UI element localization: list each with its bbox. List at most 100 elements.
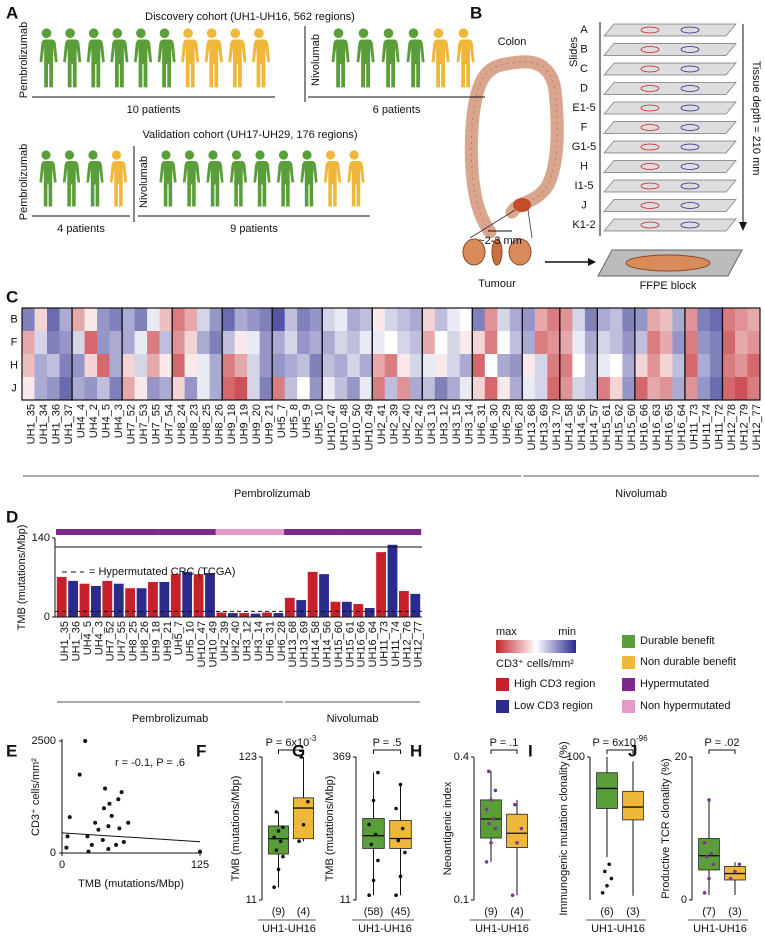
heatmap-cell [522, 331, 536, 355]
legend-swatch [622, 635, 635, 648]
column-label: UH1_37 [63, 404, 75, 444]
panel-letter: A [6, 3, 18, 22]
heatmap-cell [334, 354, 348, 378]
heatmap-cell [122, 331, 135, 355]
heatmap-cell [172, 308, 185, 332]
bar [216, 612, 227, 617]
heatmap-cell [584, 308, 598, 332]
patient-figure [181, 28, 200, 88]
column-label: UH2_39 [388, 404, 400, 444]
point [272, 885, 276, 890]
column-label: UH4_5 [101, 404, 113, 438]
heatmap-cell [247, 377, 260, 401]
heatmap-cell [484, 308, 498, 332]
column-label: UH7_53 [138, 404, 150, 444]
y-axis-label: TMB (mutations/Mbp) [324, 776, 336, 882]
heatmap-cell [422, 354, 436, 378]
x-tick-label: UH1_36 [71, 621, 83, 661]
drug-label: Pembrolizumab [18, 22, 30, 98]
legend-swatch [622, 656, 635, 669]
tumour-label: Tumour [478, 278, 516, 290]
figure-body [253, 161, 271, 207]
heatmap-cell [134, 354, 148, 378]
bar [410, 593, 421, 617]
heatmap-cell [659, 354, 673, 378]
point [371, 878, 376, 883]
heatmap-cell [234, 331, 248, 355]
scale-min: min [558, 626, 576, 638]
heatmap-cell [434, 377, 448, 401]
heatmap-cell [172, 377, 185, 401]
heatmap-cell [247, 331, 260, 355]
slide-region [640, 202, 660, 209]
heatmap-cell [584, 377, 598, 401]
column-label: UH12_78 [726, 404, 738, 450]
heatmap-cell [184, 331, 198, 355]
heatmap-cell [297, 354, 310, 378]
hypermutation-bar [375, 529, 387, 535]
point [121, 840, 126, 845]
heatmap-cell [484, 354, 498, 378]
drug-label: Nivolumab [138, 156, 150, 208]
x-tick-label: UH2_40 [230, 621, 242, 661]
heatmap-cell [272, 331, 285, 355]
legend-swatch [622, 700, 635, 713]
n-label: (45) [391, 906, 411, 918]
slide-region [680, 26, 700, 34]
column-label: UH7_52 [126, 404, 138, 444]
x-axis-label: UH1-UH16 [358, 923, 412, 935]
heatmap-cell [209, 377, 223, 401]
point [403, 850, 407, 855]
p-bracket [606, 749, 634, 754]
heatmap-cell [122, 377, 135, 401]
bar [353, 604, 364, 617]
point [278, 839, 283, 844]
legend-label: Hypermutated [640, 678, 709, 690]
heatmap-cell [722, 331, 736, 355]
heatmap-cell [222, 308, 235, 332]
x-tick-label: UH9_18 [150, 621, 162, 661]
scale-title: CD3⁺ cells/mm² [496, 658, 574, 670]
heatmap-cell [397, 377, 411, 401]
column-label: UH6_29 [501, 404, 513, 444]
figure-head [111, 150, 122, 160]
hypermutation-bar [170, 529, 182, 535]
heatmap-cell [484, 331, 498, 355]
row-label: H [10, 359, 18, 371]
column-label: UH2_42 [413, 404, 425, 444]
point [369, 842, 374, 847]
hypermutation-bar [398, 529, 410, 535]
slide-region [640, 221, 660, 229]
bar [170, 574, 181, 617]
point [89, 842, 94, 847]
figure-body [300, 161, 318, 207]
hypermutation-bar [352, 529, 365, 535]
figure-head [64, 150, 75, 160]
heatmap-cell [647, 331, 661, 355]
group-label: Nivolumab [615, 488, 667, 500]
bar [91, 585, 101, 617]
heatmap-cell [184, 377, 198, 401]
column-label: UH15_61 [601, 404, 613, 450]
box [293, 797, 314, 840]
column-label: UH5_8 [288, 404, 300, 438]
heatmap-cell [722, 308, 736, 332]
heatmap-cell [297, 377, 310, 401]
slide-label: B [580, 43, 587, 55]
bar [227, 613, 238, 617]
figure-head [183, 28, 193, 39]
point [711, 862, 716, 867]
heatmap-cell [747, 377, 761, 401]
point [86, 849, 91, 854]
column-label: UH11_74 [701, 404, 713, 450]
point [396, 838, 401, 843]
bar [387, 544, 398, 617]
block-label: FFPE block [640, 280, 697, 292]
patient-figure [431, 28, 450, 88]
y-tick-label: 100 [567, 751, 585, 763]
slides-label: Slides [568, 37, 580, 67]
p-value: P = 6x10-3 [266, 734, 317, 749]
heatmap-cell [147, 308, 160, 332]
heatmap-cell [347, 331, 361, 355]
column-label: UH10_50 [351, 404, 363, 450]
